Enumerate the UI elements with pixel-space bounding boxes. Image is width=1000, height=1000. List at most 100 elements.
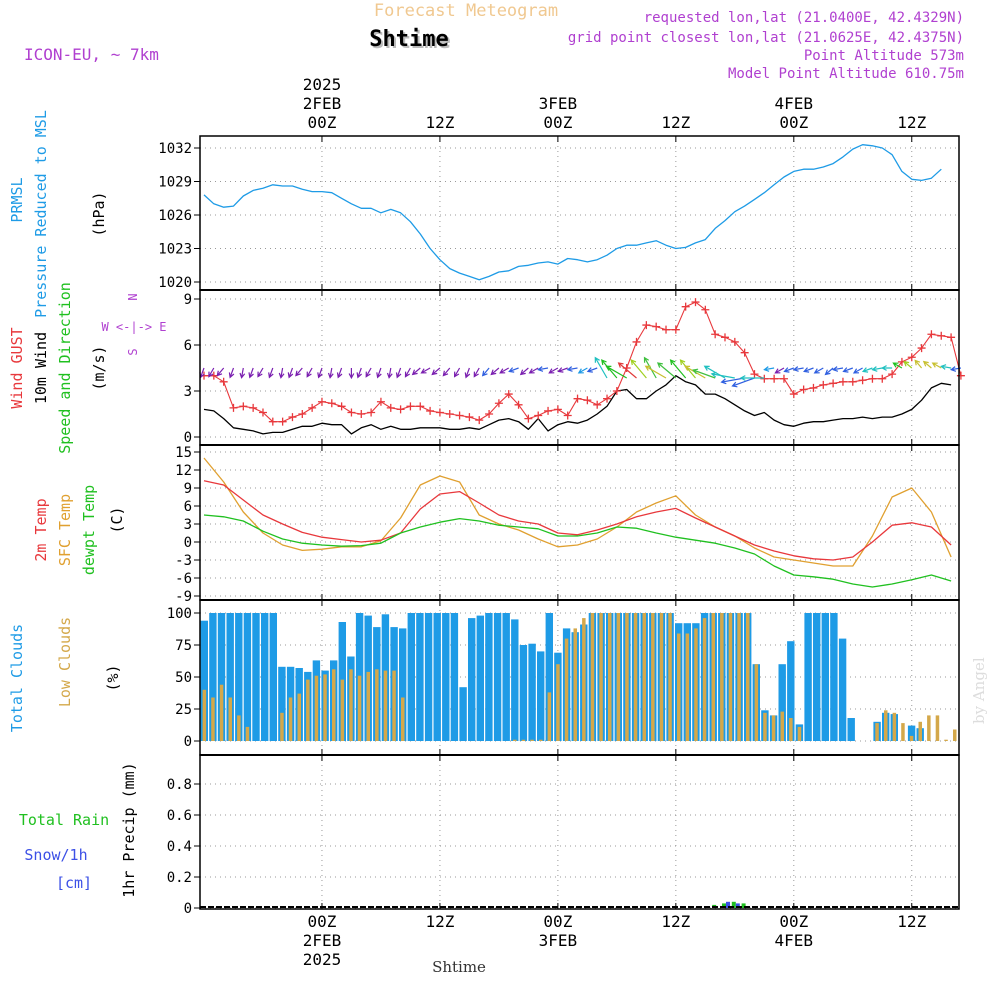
y-tick-label-clouds: 0 (184, 734, 192, 750)
wind-gust-marker (494, 399, 503, 408)
low-clouds-bar (306, 679, 310, 741)
total-clouds-bar (226, 613, 234, 741)
wind-direction-arrow (295, 367, 303, 377)
wind-direction-arrow (731, 377, 755, 388)
wind-gust-marker (396, 405, 405, 414)
wind-gust-marker (858, 376, 867, 385)
temp-dewpt-label: dewpt Temp (80, 485, 98, 575)
low-clouds-bar (953, 729, 957, 741)
wind-gust-marker (671, 325, 680, 334)
rain-bar (731, 901, 736, 908)
total-clouds-bar (821, 613, 829, 741)
pressure-unit: (hPa) (90, 191, 108, 236)
low-clouds-bar (737, 613, 741, 741)
total-clouds-bar (278, 666, 286, 741)
x-axis-bottom-label: 3FEB (539, 931, 578, 950)
wind-gust-marker (937, 331, 946, 340)
low-clouds-bar (340, 679, 345, 741)
low-clouds-bar (608, 613, 612, 741)
wind-direction-arrow (813, 367, 824, 374)
wind-direction-arrow (508, 367, 519, 373)
wind-direction-arrow (499, 367, 509, 374)
total-clouds-bar (537, 651, 545, 741)
wind-gust-marker (386, 403, 395, 412)
wind-direction-arrow (278, 367, 285, 379)
grid-point-coords: grid point closest lon,lat (21.0625E, 42… (568, 30, 964, 46)
x-axis-bottom-label: 2FEB (303, 931, 342, 950)
total-clouds-bar (416, 613, 424, 741)
wind-direction-arrow (824, 367, 834, 376)
wind-direction-arrow (268, 367, 274, 379)
wind-direction-arrow (208, 367, 215, 378)
wind-gust-marker (603, 394, 612, 403)
wind-gust-label: Wind GUST (8, 327, 26, 408)
y-tick-label-pressure: 1020 (158, 275, 192, 291)
total-clouds-bar (476, 615, 484, 741)
low-clouds-bar (918, 721, 922, 741)
low-clouds-bar (771, 715, 776, 741)
wind-gust-marker (258, 408, 267, 417)
wind-direction-arrow (852, 367, 863, 374)
frame-layer (194, 135, 960, 910)
low-clouds-bar (590, 613, 595, 741)
total-clouds-bar (399, 628, 407, 741)
rain-bar (741, 903, 746, 908)
wind-gust-marker (848, 377, 857, 386)
low-clouds-bar (599, 613, 603, 741)
wind-direction-arrow (306, 367, 313, 378)
wind-gust-marker (829, 379, 838, 388)
x-axis-bottom-label: 4FEB (775, 931, 814, 950)
wind-gust-marker (907, 353, 916, 362)
x-axis-top-label: 00Z (779, 113, 808, 132)
low-clouds-bar (642, 613, 646, 741)
x-axis-bottom-label: 12Z (897, 912, 926, 931)
total-clouds-bar (519, 645, 528, 741)
low-clouds-bar (375, 669, 379, 741)
low-clouds-bar (780, 711, 784, 741)
low-clouds-label: Low Clouds (56, 617, 74, 707)
y-tick-label-clouds: 75 (175, 638, 192, 654)
total-clouds-bar (433, 613, 441, 741)
wind-gust-marker (838, 377, 847, 386)
wind-direction-arrow (605, 365, 627, 379)
low-clouds-bar (219, 684, 224, 741)
total-clouds-bar (804, 613, 812, 741)
total-clouds-bar (847, 718, 855, 741)
low-clouds-bar (539, 739, 543, 741)
wind-direction-arrow (940, 364, 952, 370)
wind-direction-arrow (365, 367, 372, 378)
x-axis-bottom-label: 00Z (308, 912, 337, 931)
wind-direction-arrow (931, 362, 942, 369)
y-tick-label-clouds: 25 (175, 702, 192, 718)
wind-direction-arrow (431, 367, 441, 376)
series-10m-wind-line (203, 375, 952, 435)
y-tick-label-clouds: 50 (175, 670, 192, 686)
wind-direction-arrow (376, 367, 382, 379)
panel-frame-precip (199, 754, 960, 910)
wind-direction-arrow (490, 367, 500, 376)
low-clouds-bar (245, 726, 250, 741)
y-tick-label-wind: 9 (184, 292, 192, 308)
total-clouds-bar (545, 613, 553, 741)
wind-gust-marker (435, 408, 444, 417)
total-clouds-bar (269, 613, 277, 741)
y-tick-label-temp: 15 (175, 445, 192, 461)
y-tick-label-pressure: 1032 (158, 141, 192, 157)
wind-gust-marker (956, 371, 965, 380)
low-clouds-bar (875, 723, 879, 741)
wind-gust-marker (524, 414, 533, 423)
low-clouds-bar (383, 670, 388, 741)
total-clouds-label: Total Clouds (8, 624, 26, 732)
low-clouds-bar (944, 739, 948, 741)
total-clouds-bar (459, 687, 467, 741)
wind-direction-arrow (803, 367, 814, 373)
clouds-unit: (%) (104, 664, 122, 691)
wind-direction-arrow (577, 367, 588, 374)
wind-direction-arrow (630, 359, 647, 379)
wind-gust-marker (445, 410, 454, 418)
x-axis-top-label: 12Z (897, 113, 926, 132)
total-clouds-bar (261, 613, 269, 741)
y-tick-label-temp: -9 (175, 589, 192, 605)
panel-frame-pressure (199, 135, 960, 291)
